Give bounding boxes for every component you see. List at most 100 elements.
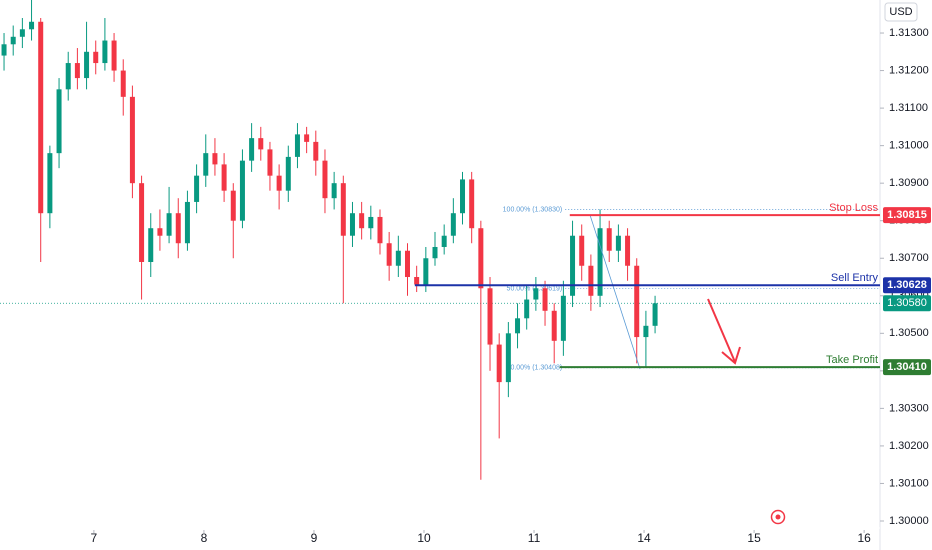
candle-body [93, 51, 99, 64]
candle-body [322, 160, 328, 199]
candle-body [1, 44, 7, 56]
candle-body [487, 288, 493, 345]
candle-body [120, 70, 126, 97]
candle-body [249, 138, 255, 161]
candle-body [414, 277, 420, 285]
x-tick-label: 7 [91, 531, 98, 545]
y-tick-label: 1.30700 [889, 252, 929, 264]
candle-body [368, 216, 374, 229]
candle-body [212, 153, 218, 165]
x-tick-label: 8 [201, 531, 208, 545]
candle-body [157, 228, 163, 236]
fib-trend-line [589, 214, 641, 370]
candle-body [377, 216, 383, 244]
y-tick-label: 1.31300 [889, 27, 929, 39]
candle-body [460, 179, 466, 214]
last-price-box [883, 295, 931, 312]
level-price-label: 1.30628 [887, 279, 927, 291]
candle-body [570, 235, 576, 296]
fib-label: 0.00% (1.30408) [510, 365, 562, 372]
candle-body [129, 96, 135, 184]
x-tick-label: 9 [311, 531, 318, 545]
candle-body [560, 295, 566, 341]
y-tick-label: 1.30500 [889, 327, 929, 339]
candle-body [386, 243, 392, 266]
candle-body [203, 153, 209, 176]
candle-body [29, 21, 35, 30]
candle-body [625, 235, 631, 266]
candle-body [588, 265, 594, 296]
level-price-box [883, 277, 931, 294]
level-name: Sell Entry [831, 272, 879, 284]
x-tick-label: 10 [417, 531, 431, 545]
candle-body [615, 235, 621, 251]
candle-body [533, 288, 539, 300]
x-tick-label: 11 [528, 531, 541, 545]
level-price-label: 1.30815 [887, 209, 927, 221]
candle-body [304, 134, 310, 142]
level-price-box [883, 359, 931, 376]
candle-body [643, 325, 649, 338]
candle-body [230, 190, 236, 221]
plot: 100.00% (1.30830)50.00% (1.30619)0.00% (… [0, 0, 880, 480]
level-name: Stop Loss [829, 202, 878, 214]
candle-body [194, 175, 200, 202]
candle-body [175, 213, 181, 244]
currency[interactable]: USD [889, 6, 912, 18]
candle-body [542, 288, 548, 311]
candle-body [432, 246, 438, 259]
y-tick-label: 1.30900 [889, 177, 929, 189]
candle-body [349, 213, 355, 236]
candle-body [469, 179, 475, 229]
currency-box[interactable] [884, 2, 918, 22]
y-tick-label: 1.30300 [889, 402, 929, 414]
candle-body [496, 344, 502, 383]
last-price-label: 1.30580 [887, 297, 927, 309]
candle-body [340, 183, 346, 236]
level-price-label: 1.30410 [887, 361, 927, 373]
candle-body [111, 40, 117, 71]
candle-body [450, 213, 456, 236]
arrow [707, 298, 741, 365]
x-tick-label: 16 [857, 531, 871, 545]
x-tick-label: 15 [747, 531, 761, 545]
candle-body [84, 51, 90, 79]
candle-body [166, 213, 172, 236]
candle-body [634, 265, 640, 338]
candle-body [184, 201, 190, 244]
candle-body [285, 156, 291, 191]
y-tick-label: 1.30100 [889, 477, 929, 489]
level-name: Take Profit [826, 354, 878, 366]
candle-body [478, 228, 484, 289]
candle-body [276, 175, 282, 191]
y-tick-label: 1.31200 [889, 64, 929, 76]
candle-body [404, 250, 410, 278]
candle-body [652, 303, 658, 326]
level-price-box [883, 207, 931, 224]
candle-body [267, 149, 273, 176]
candle-body [331, 183, 337, 199]
candle-body [47, 153, 53, 214]
candle-body [74, 63, 80, 79]
candle-body [441, 235, 447, 247]
y-tick-label: 1.31000 [889, 140, 929, 152]
y-tick-label: 1.31100 [889, 102, 928, 114]
candle-body [148, 228, 154, 262]
candle-body [579, 235, 585, 266]
candle-body [515, 318, 521, 334]
x-tick-label: 14 [637, 531, 651, 545]
candle-body [65, 63, 71, 90]
candle-body [139, 183, 145, 262]
candle-body [38, 21, 44, 214]
candle-body [395, 250, 401, 266]
candle-body [10, 36, 16, 45]
candle-body [313, 141, 319, 161]
candle-body [56, 89, 62, 154]
logo [770, 509, 786, 525]
candle-body [606, 228, 612, 251]
y-tick-label: 1.30000 [889, 515, 929, 527]
candle-body [19, 29, 25, 37]
candle-body [258, 138, 264, 150]
